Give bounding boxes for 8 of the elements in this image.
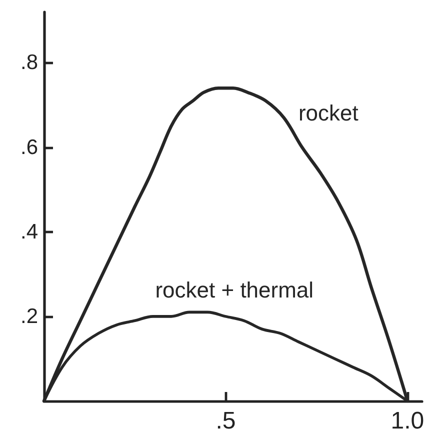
x-tick-label: 1.0: [390, 408, 424, 434]
y-tick-label: .4: [20, 220, 38, 244]
y-tick-label: .8: [20, 51, 38, 74]
series-label: rocket + thermal: [155, 278, 314, 303]
y-tick-label: .2: [20, 304, 38, 328]
y-tick-label: .6: [20, 136, 38, 159]
series-label: rocket: [298, 100, 358, 126]
x-tick-label: .5: [216, 408, 236, 434]
